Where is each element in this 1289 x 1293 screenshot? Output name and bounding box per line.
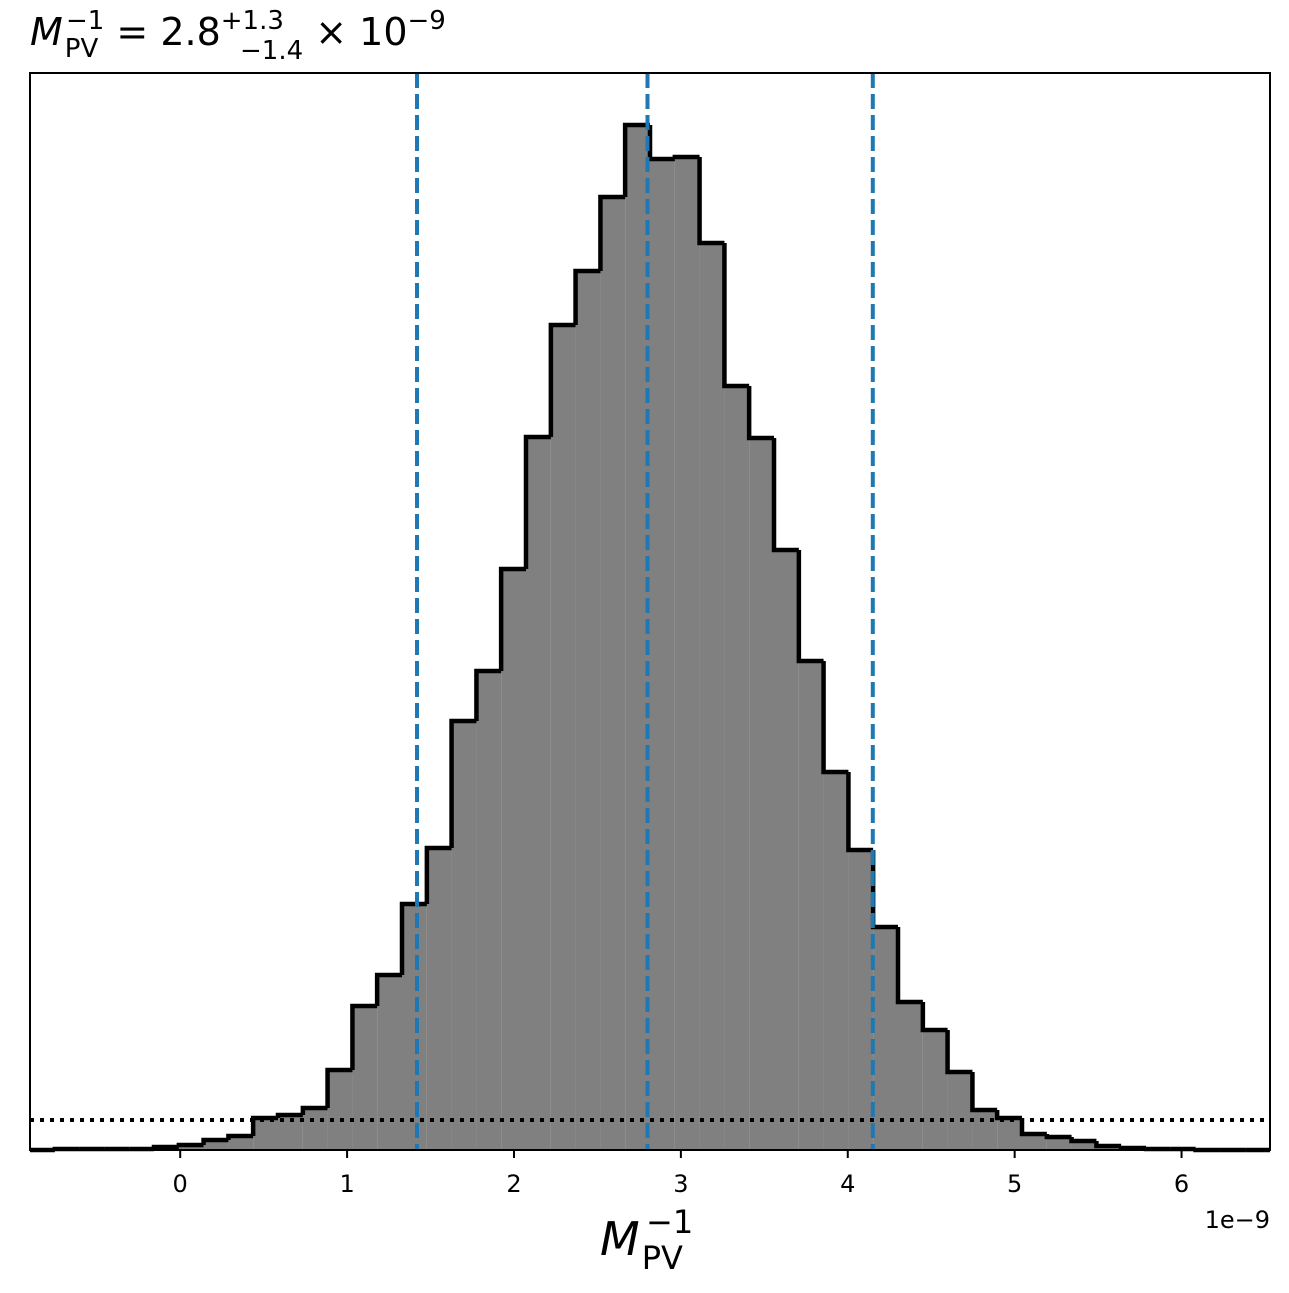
bar xyxy=(873,927,898,1150)
bar-outline xyxy=(1019,1118,1047,1137)
bar xyxy=(575,271,601,1150)
bar-outline xyxy=(1069,1137,1097,1144)
bar-outline xyxy=(895,927,923,1005)
bar-outline xyxy=(846,772,874,853)
bar-outline xyxy=(523,434,551,569)
bar-outline xyxy=(350,1003,378,1070)
chart-title: MPV−1 = 2.8+1.3 −1.4 × 10−9 xyxy=(30,6,446,66)
bar xyxy=(798,661,824,1150)
bar-outline xyxy=(970,1072,998,1113)
x-tick-label: 6 xyxy=(1174,1170,1189,1198)
x-tick-label: 3 xyxy=(673,1170,688,1198)
bar-outline xyxy=(920,1002,948,1033)
title-minus: −1.4 xyxy=(240,36,303,66)
bar xyxy=(327,1070,353,1150)
bar xyxy=(1046,1137,1072,1150)
bar xyxy=(451,721,477,1150)
bar xyxy=(650,159,675,1150)
title-exp: −9 xyxy=(408,6,446,36)
bar xyxy=(848,850,874,1150)
bar-outline xyxy=(201,1137,229,1145)
plot-frame xyxy=(29,72,1271,1151)
x-tick-label: 2 xyxy=(506,1170,521,1198)
bar xyxy=(203,1140,229,1150)
bar-outline xyxy=(449,718,477,848)
bar xyxy=(253,1118,278,1150)
title-times: × 10 xyxy=(303,10,407,54)
bar xyxy=(972,1110,998,1150)
bar-outline xyxy=(647,125,675,162)
bar xyxy=(1071,1141,1097,1150)
bar xyxy=(178,1145,204,1150)
x-tick-label: 0 xyxy=(173,1170,188,1198)
bar xyxy=(402,904,427,1150)
title-plus: +1.3 xyxy=(221,6,284,36)
x-tick-label: 5 xyxy=(1007,1170,1022,1198)
title-sub: PV xyxy=(65,34,99,64)
bar xyxy=(774,550,799,1150)
bar-outline xyxy=(325,1067,353,1108)
bar-outline xyxy=(994,1110,1022,1121)
bar xyxy=(550,325,576,1150)
bar-outline xyxy=(796,550,824,664)
bar-outline xyxy=(945,1030,973,1075)
x-tick-label: 1 xyxy=(339,1170,354,1198)
bar xyxy=(476,671,502,1150)
bar xyxy=(947,1072,973,1150)
bar xyxy=(898,1002,923,1150)
bar xyxy=(749,438,774,1150)
bar xyxy=(501,569,526,1150)
bar-outline xyxy=(176,1142,204,1148)
bar-outline xyxy=(548,322,576,437)
bar xyxy=(302,1108,328,1150)
x-offset-label: 1e−9 xyxy=(1205,1206,1270,1234)
bar xyxy=(228,1136,254,1150)
bar-outline xyxy=(672,154,700,160)
bar-outline xyxy=(1118,1145,1146,1151)
bar xyxy=(600,197,626,1150)
bar xyxy=(426,848,452,1150)
bar-outline xyxy=(226,1133,254,1140)
bar-outline xyxy=(821,661,849,775)
bar xyxy=(724,386,750,1150)
bar xyxy=(674,157,700,1150)
bar-outline xyxy=(1143,1146,1171,1152)
bar-outline xyxy=(424,845,452,904)
x-tick-label: 4 xyxy=(840,1170,855,1198)
bar-outline xyxy=(300,1105,328,1115)
bar xyxy=(625,125,650,1150)
title-eq: = 2.8 xyxy=(104,10,220,54)
xlabel-symbol: M xyxy=(600,1212,640,1266)
bar xyxy=(377,975,402,1150)
title-sup: −1 xyxy=(66,6,104,36)
bar-outline xyxy=(498,566,526,671)
bar xyxy=(823,772,849,1150)
bar-outline xyxy=(598,194,626,271)
bar xyxy=(352,1006,378,1150)
bar-outline xyxy=(746,386,774,441)
bar-outline xyxy=(474,668,502,721)
bar-outline xyxy=(1094,1141,1122,1149)
bar-outline xyxy=(1044,1134,1072,1140)
bar-outline xyxy=(722,243,750,389)
title-symbol: M xyxy=(30,10,63,54)
bar xyxy=(526,437,551,1150)
x-axis-label: MPV−1 xyxy=(600,1203,693,1277)
bar-outline xyxy=(697,157,725,246)
bar xyxy=(699,243,725,1150)
bar xyxy=(997,1118,1022,1150)
bar-outline xyxy=(771,438,799,553)
bar-outline xyxy=(151,1144,179,1150)
bar-outline xyxy=(374,972,402,1006)
xlabel-sub: PV xyxy=(642,1239,683,1277)
bar-outline xyxy=(275,1112,303,1118)
bar xyxy=(1022,1134,1047,1150)
bar-outline xyxy=(573,268,601,325)
bar-outline xyxy=(622,122,650,197)
bar xyxy=(922,1030,948,1150)
bar-outline xyxy=(870,850,898,930)
xlabel-sup: −1 xyxy=(646,1203,693,1241)
